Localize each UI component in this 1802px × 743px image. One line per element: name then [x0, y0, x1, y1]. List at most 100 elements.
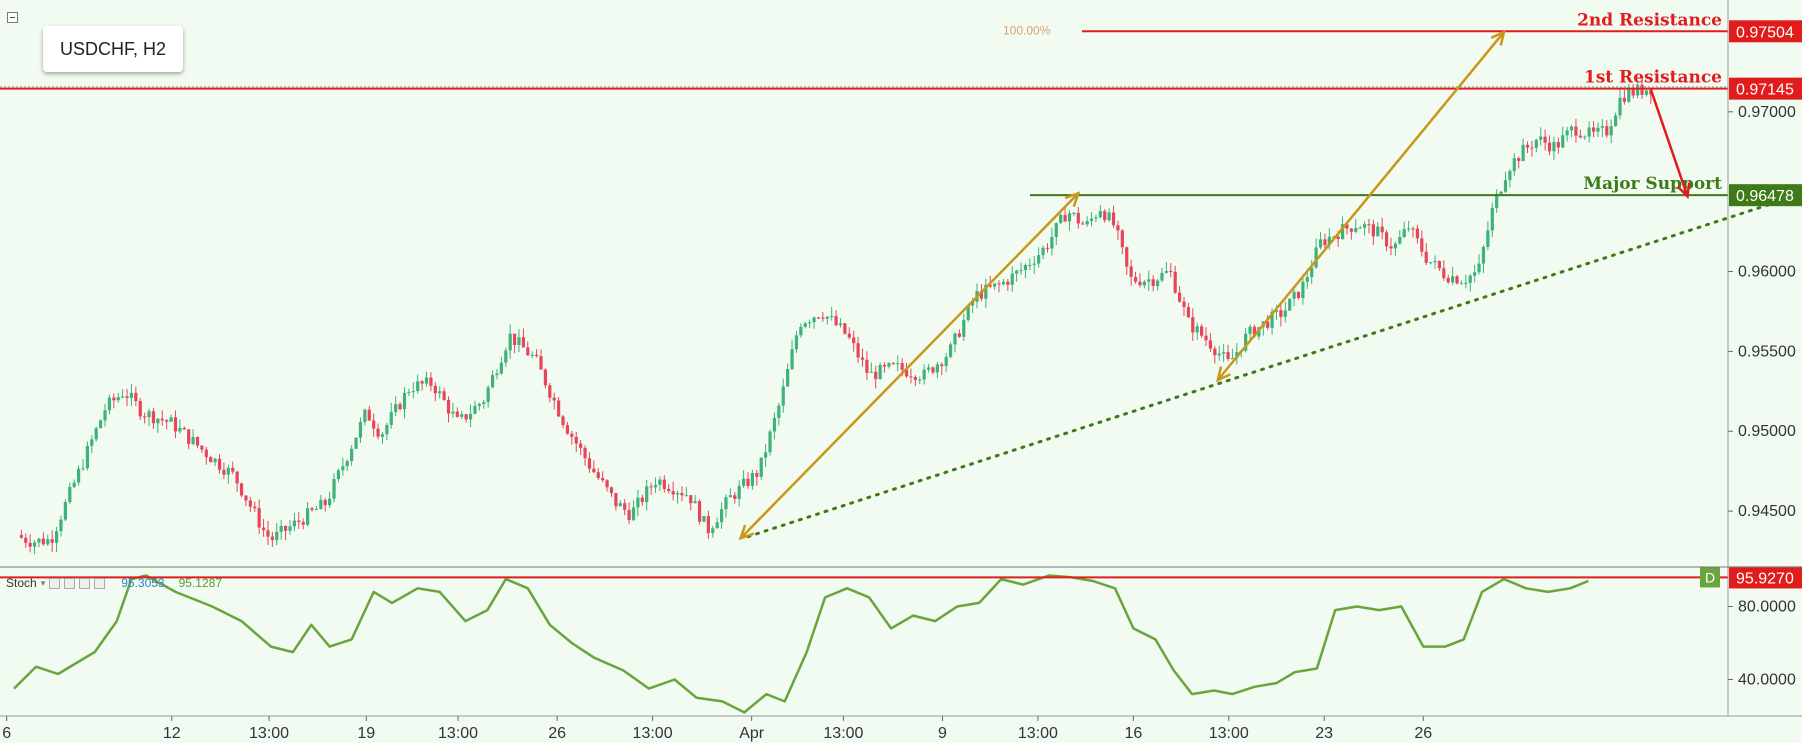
candle-body [636, 497, 640, 508]
candle-body [1437, 261, 1442, 269]
candle-body [1072, 212, 1076, 214]
candle-body [711, 528, 715, 534]
eye-icon[interactable] [49, 577, 61, 589]
candle-body [1305, 277, 1309, 282]
candle-body [1213, 348, 1217, 356]
candle-body [1296, 291, 1301, 298]
arrow-line [1649, 89, 1689, 197]
candle-body [1609, 126, 1613, 136]
candle-body [1001, 281, 1006, 285]
candle-body [993, 283, 997, 287]
candle-body [213, 458, 217, 463]
candle-body [248, 500, 252, 507]
candle-body [314, 509, 319, 511]
candle-body [1622, 97, 1626, 102]
candle-body [244, 495, 248, 501]
candle-body [1288, 298, 1292, 311]
candle-body [1248, 326, 1252, 334]
candle-body [367, 409, 371, 421]
candle-body [1208, 340, 1213, 349]
candle-body [931, 367, 935, 373]
candle-body [1407, 228, 1411, 230]
candle-body [19, 535, 23, 538]
candle-body [878, 364, 882, 380]
candle-body [508, 333, 512, 351]
candle-body [1380, 226, 1384, 233]
candle-body [790, 349, 794, 370]
candle-body [667, 488, 671, 492]
close-icon[interactable] [94, 577, 106, 589]
candle-body [1398, 236, 1402, 244]
candle-body [1252, 326, 1257, 337]
time-tick-label: 13:00 [1209, 725, 1249, 742]
candle-body [1274, 310, 1279, 312]
candle-body [1512, 158, 1516, 171]
candle-body [786, 369, 790, 387]
candle-body [125, 396, 129, 398]
collapse-icon[interactable] [7, 12, 18, 23]
candle-body [645, 486, 649, 503]
candle-body [1446, 278, 1450, 283]
chevron-down-icon[interactable]: ▾ [40, 577, 46, 588]
plus-icon[interactable] [79, 577, 91, 589]
candle-body [746, 478, 750, 487]
candle-body [411, 390, 415, 393]
candle-body [1552, 141, 1556, 152]
candle-body [913, 377, 917, 381]
candle-body [772, 417, 777, 432]
candle-body [394, 404, 398, 413]
candle-body [1310, 267, 1314, 278]
candle-body [675, 493, 680, 495]
candle-body [24, 537, 28, 543]
candle-body [301, 522, 305, 525]
candle-body [160, 418, 164, 421]
candle-body [750, 473, 755, 487]
candle-body [32, 542, 37, 547]
time-tick-label: 13:00 [823, 725, 863, 742]
candle-body [1384, 232, 1389, 247]
candle-body [1525, 144, 1530, 148]
candle-body [1468, 275, 1472, 283]
candle-body [323, 499, 327, 506]
candle-body [460, 414, 464, 417]
candle-body [755, 473, 759, 477]
candle-body [1125, 247, 1129, 267]
candle-body [138, 401, 142, 417]
stoch-tick-label: 40.0000 [1738, 672, 1796, 689]
candle-body [121, 396, 125, 398]
candle-body [1270, 311, 1274, 328]
settings-icon[interactable] [64, 577, 76, 589]
candle-body [1340, 224, 1345, 240]
candle-body [1499, 191, 1503, 194]
candle-body [103, 410, 107, 421]
candle-body [552, 397, 556, 401]
candle-body [402, 392, 407, 410]
candle-body [1574, 126, 1578, 136]
candle-body [1028, 264, 1032, 266]
level-label: Major Support [1583, 174, 1722, 194]
candle-body [1120, 230, 1124, 248]
candle-body [535, 354, 539, 357]
candle-body [68, 486, 72, 503]
candle-body [962, 319, 966, 337]
candle-body [1530, 147, 1534, 149]
candle-body [28, 542, 32, 547]
arrow-head [1676, 182, 1691, 200]
price-badge-text: 0.96478 [1736, 188, 1794, 205]
candle-body [623, 503, 627, 510]
candle-body [495, 373, 499, 376]
candle-body [94, 428, 98, 440]
time-tick-label: 12 [163, 725, 181, 742]
candle-body [99, 420, 103, 429]
candle-body [1032, 263, 1036, 265]
symbol-label[interactable]: USDCHF, H2 [43, 26, 183, 72]
candle-body [1640, 84, 1644, 95]
candle-body [1521, 144, 1525, 162]
price-badge [1729, 77, 1802, 100]
candle-body [865, 359, 869, 373]
trendline-layer [746, 194, 1796, 539]
candle-body [1349, 228, 1353, 232]
candle-body [1389, 246, 1393, 249]
